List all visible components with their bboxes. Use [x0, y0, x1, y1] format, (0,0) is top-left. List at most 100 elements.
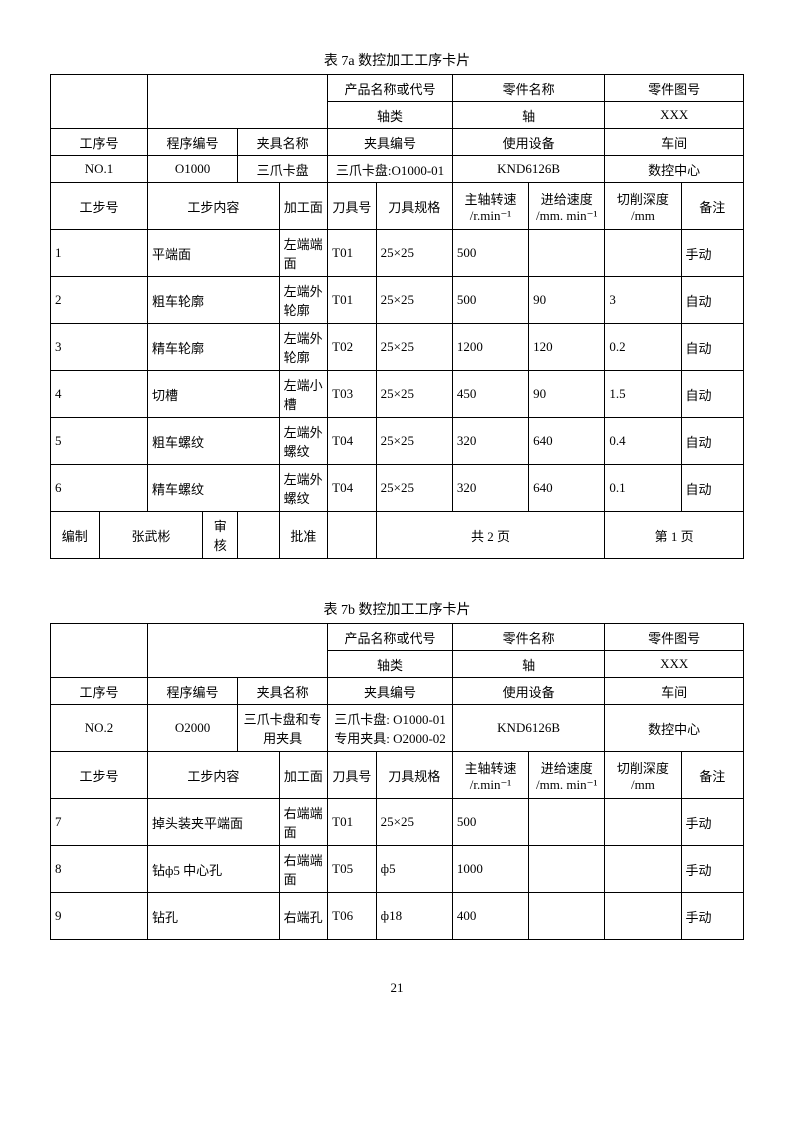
val-partno-b: XXX — [605, 651, 744, 678]
val-fixname-b: 三爪卡盘和专用夹具 — [238, 705, 328, 752]
col-toolspec: 刀具规格 — [376, 183, 452, 230]
table-row: 1平端面左端端面T0125×25500手动 — [51, 230, 744, 277]
table-row: NO.1 O1000 三爪卡盘 三爪卡盘:O1000-01 KND6126B 数… — [51, 156, 744, 183]
hdr-prog: 程序编号 — [148, 129, 238, 156]
hdr-fixno-b: 夹具编号 — [328, 678, 453, 705]
table-row: 产品名称或代号 零件名称 零件图号 — [51, 624, 744, 651]
cell: 1000 — [452, 846, 528, 893]
col-feed-u-b: /mm. min⁻¹ — [536, 777, 597, 792]
cell: 90 — [529, 277, 605, 324]
cell — [529, 230, 605, 277]
cell: 0.4 — [605, 418, 681, 465]
val-equip-b: KND6126B — [452, 705, 604, 752]
hdr-shop-b: 车间 — [605, 678, 744, 705]
hdr-seq: 工序号 — [51, 129, 148, 156]
cell: 640 — [529, 465, 605, 512]
cell: 640 — [529, 418, 605, 465]
val-seq: NO.1 — [51, 156, 148, 183]
table-row: 5粗车螺纹左端外螺纹T0425×253206400.4自动 — [51, 418, 744, 465]
cell: T01 — [328, 277, 377, 324]
cell: 左端外轮廓 — [279, 324, 328, 371]
table-row: 工序号 程序编号 夹具名称 夹具编号 使用设备 车间 — [51, 129, 744, 156]
cell: 3 — [51, 324, 148, 371]
col-feed-t: 进给速度 — [541, 192, 593, 207]
cell: 自动 — [681, 371, 743, 418]
col-spindle-b: 主轴转速 /r.min⁻¹ — [452, 752, 528, 799]
col-toolspec-b: 刀具规格 — [376, 752, 452, 799]
cell: 自动 — [681, 324, 743, 371]
cell: 粗车轮廓 — [148, 277, 280, 324]
cell: 0.1 — [605, 465, 681, 512]
cell: 25×25 — [376, 324, 452, 371]
hdr-fixname: 夹具名称 — [238, 129, 328, 156]
cell: 90 — [529, 371, 605, 418]
cell: 右端端面 — [279, 799, 328, 846]
col-face: 加工面 — [279, 183, 328, 230]
val-prog: O1000 — [148, 156, 238, 183]
cell: 25×25 — [376, 277, 452, 324]
col-depth-b: 切削深度 /mm — [605, 752, 681, 799]
table-row: 8钻ф5 中心孔右端端面T05ф51000手动 — [51, 846, 744, 893]
table-row: 2粗车轮廓左端外轮廓T0125×25500903自动 — [51, 277, 744, 324]
cell: 8 — [51, 846, 148, 893]
table-row: NO.2 O2000 三爪卡盘和专用夹具 三爪卡盘: O1000-01 专用夹具… — [51, 705, 744, 752]
cell — [529, 799, 605, 846]
cell: 6 — [51, 465, 148, 512]
cell: 自动 — [681, 465, 743, 512]
hdr-fixno: 夹具编号 — [328, 129, 453, 156]
col-feed-t-b: 进给速度 — [541, 761, 593, 776]
cell: 左端外螺纹 — [279, 418, 328, 465]
cell: ф18 — [376, 893, 452, 940]
cell: 左端外轮廓 — [279, 277, 328, 324]
ftr-review: 审核 — [203, 512, 238, 559]
table-a-caption: 表 7a 数控加工工序卡片 — [50, 50, 744, 70]
cell: 平端面 — [148, 230, 280, 277]
hdr-product-b: 产品名称或代号 — [328, 624, 453, 651]
col-step: 工步号 — [51, 183, 148, 230]
table-row: 工步号 工步内容 加工面 刀具号 刀具规格 主轴转速 /r.min⁻¹ 进给速度… — [51, 752, 744, 799]
cell: 9 — [51, 893, 148, 940]
cell: 精车螺纹 — [148, 465, 280, 512]
cell: 25×25 — [376, 418, 452, 465]
cell: T01 — [328, 799, 377, 846]
col-content-b: 工步内容 — [148, 752, 280, 799]
cell: 25×25 — [376, 465, 452, 512]
cell: 手动 — [681, 230, 743, 277]
hdr-fixname-b: 夹具名称 — [238, 678, 328, 705]
cell: 左端外螺纹 — [279, 465, 328, 512]
cell — [605, 893, 681, 940]
col-spindle-u-b: /r.min⁻¹ — [470, 777, 511, 792]
cell: T06 — [328, 893, 377, 940]
cell: 精车轮廓 — [148, 324, 280, 371]
val-seq-b: NO.2 — [51, 705, 148, 752]
cell: T01 — [328, 230, 377, 277]
hdr-seq-b: 工序号 — [51, 678, 148, 705]
col-depth-u-b: /mm — [631, 777, 655, 792]
hdr-equip-b: 使用设备 — [452, 678, 604, 705]
cell: 450 — [452, 371, 528, 418]
cell — [605, 230, 681, 277]
col-remark: 备注 — [681, 183, 743, 230]
table-row: 编制 张武彬 审核 批准 共 2 页 第 1 页 — [51, 512, 744, 559]
val-partno: XXX — [605, 102, 744, 129]
cell: 左端端面 — [279, 230, 328, 277]
table-row: 工序号 程序编号 夹具名称 夹具编号 使用设备 车间 — [51, 678, 744, 705]
cell: 钻ф5 中心孔 — [148, 846, 280, 893]
table-row: 7掉头装夹平端面右端端面T0125×25500手动 — [51, 799, 744, 846]
table-row: 9钻孔右端孔T06ф18400手动 — [51, 893, 744, 940]
col-feed-b: 进给速度 /mm. min⁻¹ — [529, 752, 605, 799]
col-spindle-t-b: 主轴转速 — [464, 761, 516, 776]
col-step-b: 工步号 — [51, 752, 148, 799]
cell: 0.2 — [605, 324, 681, 371]
cell: T04 — [328, 418, 377, 465]
val-shop-b: 数控中心 — [605, 705, 744, 752]
col-depth: 切削深度 /mm — [605, 183, 681, 230]
table-b: 产品名称或代号 零件名称 零件图号 轴类 轴 XXX 工序号 程序编号 夹具名称… — [50, 623, 744, 940]
val-partname-b: 轴 — [452, 651, 604, 678]
cell — [605, 846, 681, 893]
cell: ф5 — [376, 846, 452, 893]
col-feed-u: /mm. min⁻¹ — [536, 208, 597, 223]
cell: 右端端面 — [279, 846, 328, 893]
cell: 2 — [51, 277, 148, 324]
val-fixname: 三爪卡盘 — [238, 156, 328, 183]
